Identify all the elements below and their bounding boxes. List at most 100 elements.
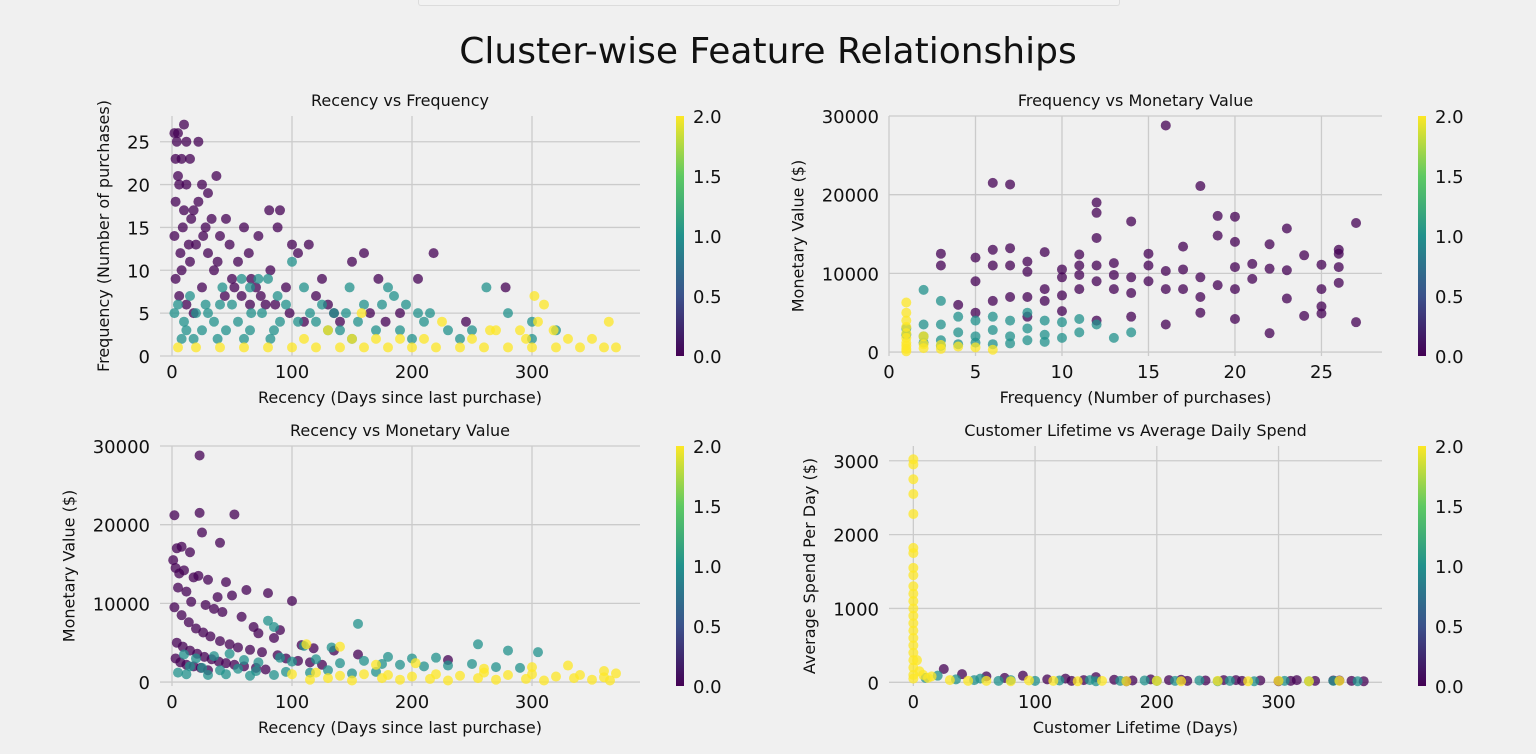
scatter-point — [918, 343, 929, 354]
scatter-point — [293, 316, 303, 327]
scatter-point — [1139, 675, 1150, 686]
scatter-point — [179, 119, 189, 130]
scatter-point — [1281, 293, 1292, 304]
scatter-point — [335, 641, 345, 652]
scatter-point — [1229, 262, 1240, 273]
scatter-point — [970, 252, 981, 263]
scatter-point — [168, 555, 179, 566]
scatter-point — [1074, 314, 1085, 325]
scatter-point — [197, 179, 207, 190]
scatter-point — [419, 661, 429, 672]
scatter-point — [169, 602, 180, 613]
scatter-point — [1195, 307, 1206, 318]
scatter-point — [1303, 676, 1314, 687]
colorbar-tick-label: 0.5 — [693, 617, 722, 638]
y-tick-label: 0 — [868, 343, 879, 364]
subplot-title: Customer Lifetime vs Average Daily Spend — [964, 421, 1307, 440]
scatter-point — [193, 196, 204, 207]
scatter-point — [323, 673, 333, 684]
colorbar-tick-label: 0.5 — [693, 287, 722, 308]
scatter-point — [1229, 236, 1240, 247]
scatter-point — [563, 333, 573, 344]
scatter-point — [1056, 306, 1067, 317]
scatter-point — [1005, 291, 1016, 302]
scatter-point — [317, 273, 327, 284]
scatter-point — [1351, 218, 1362, 229]
scatter-point — [521, 333, 531, 344]
scatter-point — [197, 527, 207, 538]
scatter-point — [181, 299, 192, 310]
scatter-point — [1316, 259, 1327, 270]
scatter-point — [176, 265, 187, 276]
scatter-point — [935, 248, 946, 259]
scatter-point — [383, 651, 393, 662]
y-tick-label: 2000 — [833, 526, 879, 547]
scatter-point — [467, 325, 477, 336]
scatter-point — [227, 299, 237, 310]
scatter-point — [188, 205, 199, 216]
scatter-point — [347, 333, 357, 344]
scatter-point — [191, 653, 201, 664]
scatter-point — [987, 344, 998, 355]
scatter-point — [299, 333, 309, 344]
scatter-point — [311, 654, 321, 665]
top-toolbar-edge — [418, 0, 1120, 6]
scatter-point — [287, 669, 297, 680]
scatter-point — [901, 297, 912, 308]
scatter-point — [1005, 315, 1016, 326]
scatter-point — [175, 248, 186, 259]
scatter-point — [443, 325, 453, 336]
scatter-point — [611, 342, 621, 353]
scatter-point — [908, 603, 919, 614]
colorbar-tick-label: 1.5 — [693, 167, 722, 188]
scatter-point — [395, 308, 405, 319]
colorbar-tick-label: 2.0 — [693, 437, 722, 458]
scatter-point — [981, 675, 992, 686]
scatter-point — [1229, 211, 1240, 222]
scatter-point — [503, 669, 513, 680]
scatter-point — [539, 675, 549, 686]
scatter-point — [1316, 301, 1327, 312]
scatter-point — [181, 325, 192, 336]
scatter-point — [901, 346, 912, 357]
scatter-point — [500, 282, 511, 293]
scatter-point — [1195, 291, 1206, 302]
y-tick-label: 20000 — [93, 516, 150, 537]
scatter-point — [1039, 329, 1050, 340]
scatter-point — [257, 308, 267, 319]
scatter-point — [173, 299, 183, 310]
scatter-point — [263, 615, 273, 626]
scatter-point — [335, 658, 345, 669]
scatter-point — [1005, 260, 1016, 271]
scatter-point — [236, 291, 247, 301]
scatter-point — [908, 459, 919, 470]
scatter-point — [236, 273, 247, 284]
scatter-point — [987, 311, 998, 322]
scatter-point — [305, 674, 315, 685]
subplot-4: Customer Lifetime vs Average Daily Spend… — [800, 421, 1464, 737]
scatter-point — [1212, 675, 1223, 686]
scatter-point — [533, 316, 543, 327]
scatter-point — [1212, 210, 1223, 221]
scatter-point — [1005, 338, 1016, 349]
colorbar-tick-label: 2.0 — [693, 107, 722, 128]
scatter-point — [503, 645, 513, 656]
scatter-point — [1091, 197, 1102, 208]
x-tick-label: 0 — [883, 362, 894, 383]
scatter-point — [176, 333, 187, 344]
scatter-point — [1126, 288, 1137, 299]
scatter-point — [587, 674, 597, 685]
scatter-point — [269, 325, 279, 336]
scatter-point — [908, 618, 919, 629]
x-tick-label: 20 — [1224, 362, 1247, 383]
scatter-point — [1091, 260, 1102, 271]
scatter-point — [1160, 266, 1171, 277]
x-tick-label: 100 — [275, 692, 309, 713]
scatter-point — [1247, 273, 1258, 284]
colorbar — [1418, 116, 1426, 356]
scatter-point — [1176, 676, 1187, 687]
scatter-point — [908, 640, 919, 651]
scatter-point — [221, 669, 231, 680]
scatter-point — [246, 308, 257, 319]
scatter-point — [179, 205, 189, 216]
